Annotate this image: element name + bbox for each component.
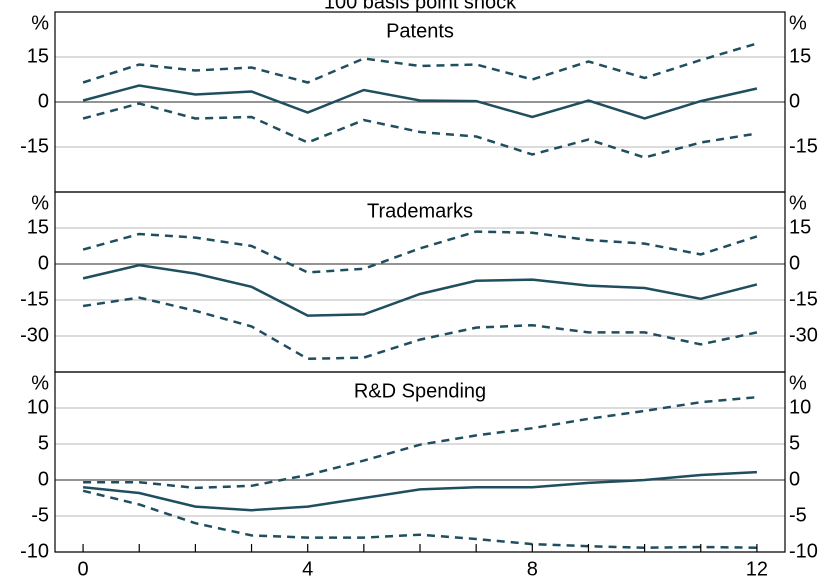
y2-tick-label: 10 xyxy=(789,396,811,418)
y2-tick-label: -5 xyxy=(789,504,807,526)
y-tick-label: -30 xyxy=(20,324,49,346)
y2-tick-label: 0 xyxy=(789,468,800,490)
y2-tick-label: 5 xyxy=(789,432,800,454)
series-line xyxy=(82,489,757,549)
y-tick-label: 15 xyxy=(27,216,49,238)
y2-tick-label: 15 xyxy=(789,216,811,238)
y2-tick-label: -10 xyxy=(789,540,818,562)
y-axis-label: % xyxy=(31,372,49,394)
y2-tick-label: -30 xyxy=(789,324,818,346)
y2-tick-label: 0 xyxy=(789,252,800,274)
y2-tick-label: 15 xyxy=(789,45,811,67)
series-line xyxy=(82,42,758,84)
y2-tick-label: -15 xyxy=(789,288,818,310)
y-axis-label: % xyxy=(31,12,49,34)
y-tick-label: 15 xyxy=(27,45,49,67)
y2-tick-label: -15 xyxy=(789,135,818,157)
panel-title: Patents xyxy=(386,20,454,42)
series-line xyxy=(82,470,757,512)
series-line xyxy=(82,102,758,159)
y-tick-label: -5 xyxy=(31,504,49,526)
y-tick-label: 10 xyxy=(27,396,49,418)
y-tick-label: 0 xyxy=(38,468,49,490)
series-line xyxy=(82,230,758,274)
y-tick-label: 0 xyxy=(38,252,49,274)
x-tick-label: 4 xyxy=(302,558,313,580)
y-tick-label: -10 xyxy=(20,540,49,562)
panel-title: Trademarks xyxy=(367,200,473,222)
x-tick-label: 12 xyxy=(746,558,768,580)
y-axis-label: % xyxy=(31,192,49,214)
panel-title: R&D Spending xyxy=(354,380,486,402)
y-tick-label: 0 xyxy=(38,90,49,112)
y-tick-label: 5 xyxy=(38,432,49,454)
x-tick-label: 0 xyxy=(78,558,89,580)
series-line xyxy=(83,395,758,490)
y-tick-label: -15 xyxy=(20,288,49,310)
y2-tick-label: 0 xyxy=(789,90,800,112)
y2-axis-label: % xyxy=(789,192,807,214)
y2-axis-label: % xyxy=(789,372,807,394)
series-line xyxy=(82,263,758,317)
y-tick-label: -15 xyxy=(20,135,49,157)
y2-axis-label: % xyxy=(789,12,807,34)
x-tick-label: 8 xyxy=(527,558,538,580)
series-line xyxy=(82,296,758,361)
chart-title: 100 basis point shock xyxy=(324,0,517,13)
series-line xyxy=(82,84,758,120)
